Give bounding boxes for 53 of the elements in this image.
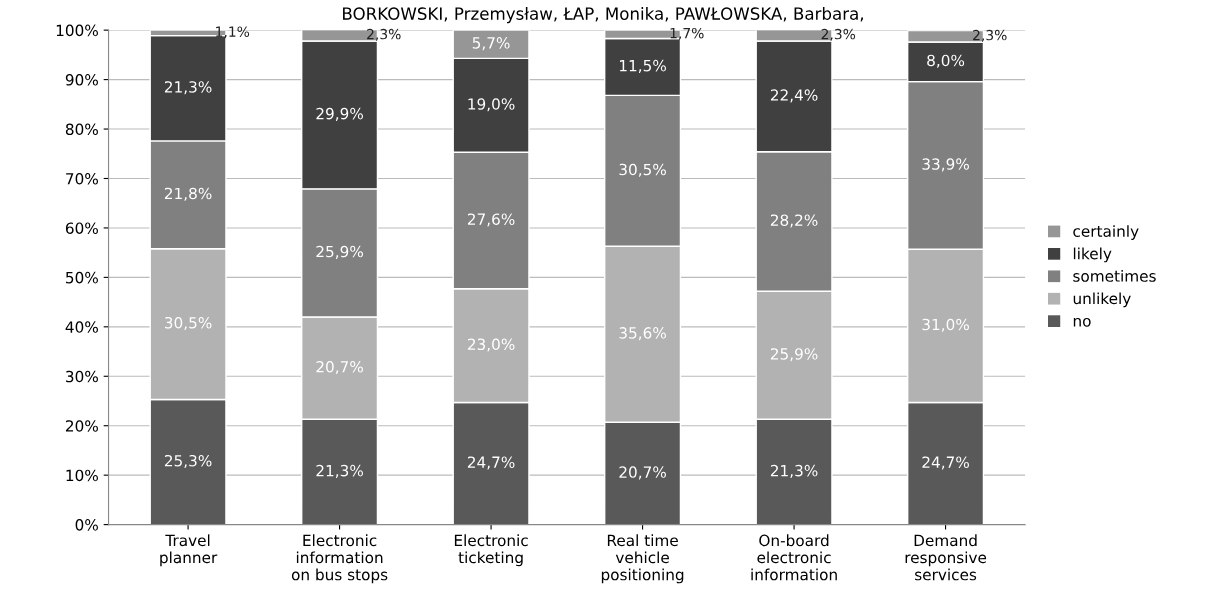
y-tick-label: 60% [65, 222, 98, 234]
x-tick-label: Electronic information on bus stops [291, 534, 388, 584]
legend-label: sometimes [1073, 269, 1156, 282]
x-tick-label: Electronic ticketing [454, 534, 528, 567]
data-label: 33,9% [922, 158, 969, 172]
data-label: 29,9% [316, 107, 363, 121]
x-tick-label: Travel planner [160, 534, 218, 567]
x-tick-label: Demand responsive services [905, 534, 987, 581]
data-label: 25,9% [770, 348, 818, 362]
data-label: 28,2% [770, 214, 818, 228]
data-label: 2,3% [821, 28, 856, 41]
data-label: 1,1% [216, 26, 250, 39]
data-label: 27,6% [467, 213, 515, 227]
legend-label: no [1073, 317, 1091, 327]
y-tick-label: 0% [75, 519, 98, 531]
y-tick-label: 40% [65, 321, 98, 333]
data-label: 21,3% [316, 464, 363, 478]
data-label: 21,3% [770, 464, 818, 478]
y-tick-label: 30% [66, 370, 98, 383]
y-tick-label: 50% [66, 271, 98, 284]
data-label: 20,7% [619, 466, 666, 480]
legend-label: unlikely [1073, 292, 1131, 308]
data-label: 35,6% [619, 327, 666, 341]
x-tick-label: Real time vehicle positioning [601, 534, 684, 584]
data-label: 2,3% [973, 29, 1007, 42]
data-label: 25,9% [316, 245, 363, 259]
data-label: 25,3% [164, 454, 212, 469]
data-label: 24,7% [922, 456, 969, 470]
data-label: 30,5% [164, 316, 212, 331]
data-label: 21,8% [164, 187, 212, 201]
data-label: 19,0% [468, 98, 515, 112]
y-tick-label: 20% [65, 420, 98, 432]
legend-label: certainly [1073, 225, 1139, 240]
x-tick-label: On-board electronic information [751, 534, 837, 581]
data-label: 24,7% [467, 456, 515, 470]
data-label: 11,5% [619, 59, 666, 73]
y-tick-label: 10% [66, 469, 98, 482]
legend-label: likely [1073, 247, 1112, 263]
chart-title: BORKOWSKI, Przemysław, ŁAP, Monika, PAWŁOWSKA, Barbara, [343, 7, 863, 24]
data-label: 1,7% [670, 27, 704, 40]
data-label: 8,0% [927, 54, 965, 68]
y-tick-label: 70% [66, 172, 98, 185]
data-label: 31,0% [922, 318, 969, 332]
data-label: 23,0% [467, 338, 515, 352]
data-label: 22,4% [770, 89, 818, 103]
data-label: 21,3% [164, 81, 212, 95]
data-label: 2,3% [367, 28, 401, 41]
data-label: 30,5% [619, 163, 666, 177]
y-tick-label: 80% [65, 123, 98, 136]
y-tick-label: 100% [56, 24, 98, 37]
data-label: 5,7% [472, 37, 510, 51]
data-label: 20,7% [316, 360, 363, 375]
y-tick-label: 90% [65, 74, 98, 86]
